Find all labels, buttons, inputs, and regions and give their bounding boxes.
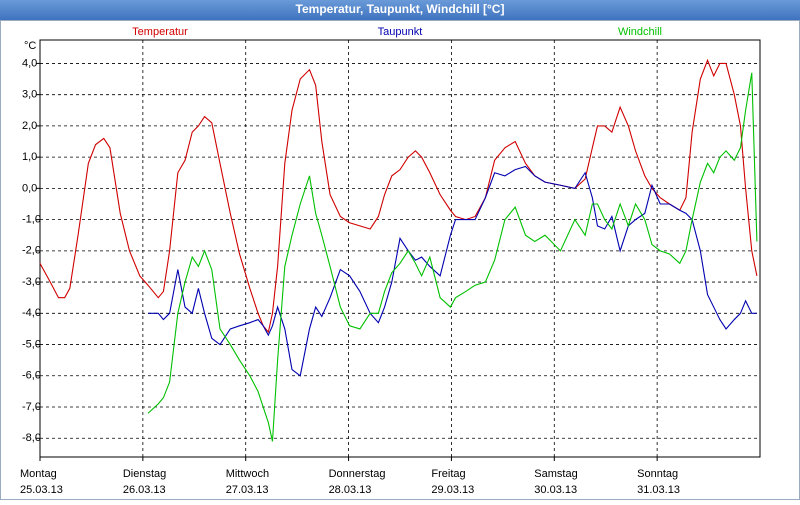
y-tick-label: -6,0: [22, 370, 41, 382]
x-tick-date: 29.03.13: [431, 484, 474, 496]
x-tick-label: Mittwoch: [226, 468, 269, 480]
y-tick-label: 2,0: [22, 120, 37, 132]
x-tick-label: Donnerstag: [329, 468, 386, 480]
x-tick-label: Freitag: [431, 468, 465, 480]
y-tick-label: 0,0: [22, 182, 37, 194]
x-tick-date: 28.03.13: [329, 484, 372, 496]
x-tick-date: 25.03.13: [20, 484, 63, 496]
plot-background: [39, 39, 761, 458]
y-tick-label: -3,0: [22, 276, 41, 288]
y-tick-label: -1,0: [22, 214, 41, 226]
legend-entry: Windchill: [618, 26, 662, 38]
series-line: [39, 58, 758, 334]
x-tick-label: Sonntag: [637, 468, 678, 480]
x-tick-label: Samstag: [534, 468, 577, 480]
x-tick-date: 27.03.13: [226, 484, 269, 496]
y-tick-label: -7,0: [22, 401, 41, 413]
y-tick-label: -2,0: [22, 245, 41, 257]
x-tick-date: 31.03.13: [637, 484, 680, 496]
x-tick-date: 26.03.13: [123, 484, 166, 496]
title-bar: [0, 0, 800, 20]
y-tick-label: -4,0: [22, 307, 41, 319]
series-line: [147, 72, 758, 442]
y-unit: °C: [24, 40, 36, 52]
x-tick-label: Montag: [20, 468, 57, 480]
legend-entry: Taupunkt: [378, 26, 423, 38]
x-tick-label: Dienstag: [123, 468, 166, 480]
y-tick-label: 1,0: [22, 151, 37, 163]
legend-entry: Temperatur: [132, 26, 188, 38]
y-tick-label: 4,0: [22, 57, 37, 69]
y-tick-label: -5,0: [22, 338, 41, 350]
y-tick-label: -8,0: [22, 432, 41, 444]
x-tick-date: 30.03.13: [534, 484, 577, 496]
y-tick-label: 3,0: [22, 89, 37, 101]
chart-title: Temperatur, Taupunkt, Windchill [°C]: [296, 2, 505, 16]
series-line: [148, 165, 757, 377]
